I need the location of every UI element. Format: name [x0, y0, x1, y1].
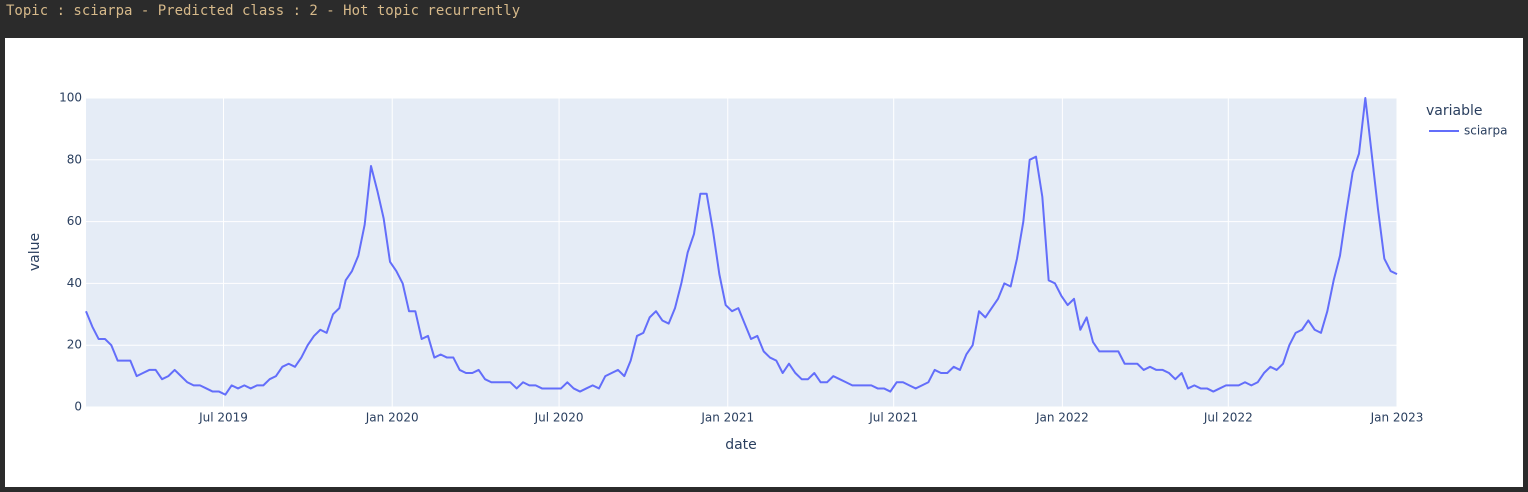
chart-panel: date value variable 0 20 40 60 80 100 Jul 2019…	[5, 38, 1523, 487]
header-title: Topic : sciarpa - Predicted class : 2 - …	[6, 3, 521, 19]
y-tick-label: 20	[67, 338, 82, 352]
x-tick-label: Jul 2020	[534, 411, 584, 425]
y-tick-label: 60	[67, 214, 82, 228]
y-tick-label: 80	[67, 152, 82, 166]
legend-label: sciarpa	[1464, 124, 1507, 138]
x-tick-label: Jul 2021	[868, 411, 918, 425]
y-tick-label: 100	[59, 91, 82, 105]
x-tick-label: Jul 2019	[198, 411, 248, 425]
data-line	[85, 97, 1398, 396]
y-axis-title: value	[27, 233, 43, 271]
chart: date value variable 0 20 40 60 80 100 Jul 2019…	[27, 91, 1507, 454]
y-tick-label: 40	[67, 276, 82, 290]
x-tick-label: Jan 2023	[1370, 411, 1424, 425]
y-tick-label: 0	[74, 400, 82, 414]
plot-area	[86, 98, 1397, 407]
x-tick-label: Jan 2020	[365, 411, 419, 425]
x-tick-label: Jul 2022	[1203, 411, 1253, 425]
x-axis-title: date	[725, 437, 757, 453]
x-tick-label: Jan 2022	[1035, 411, 1089, 425]
x-tick-label: Jan 2021	[700, 411, 754, 425]
legend-title: variable	[1426, 103, 1482, 119]
